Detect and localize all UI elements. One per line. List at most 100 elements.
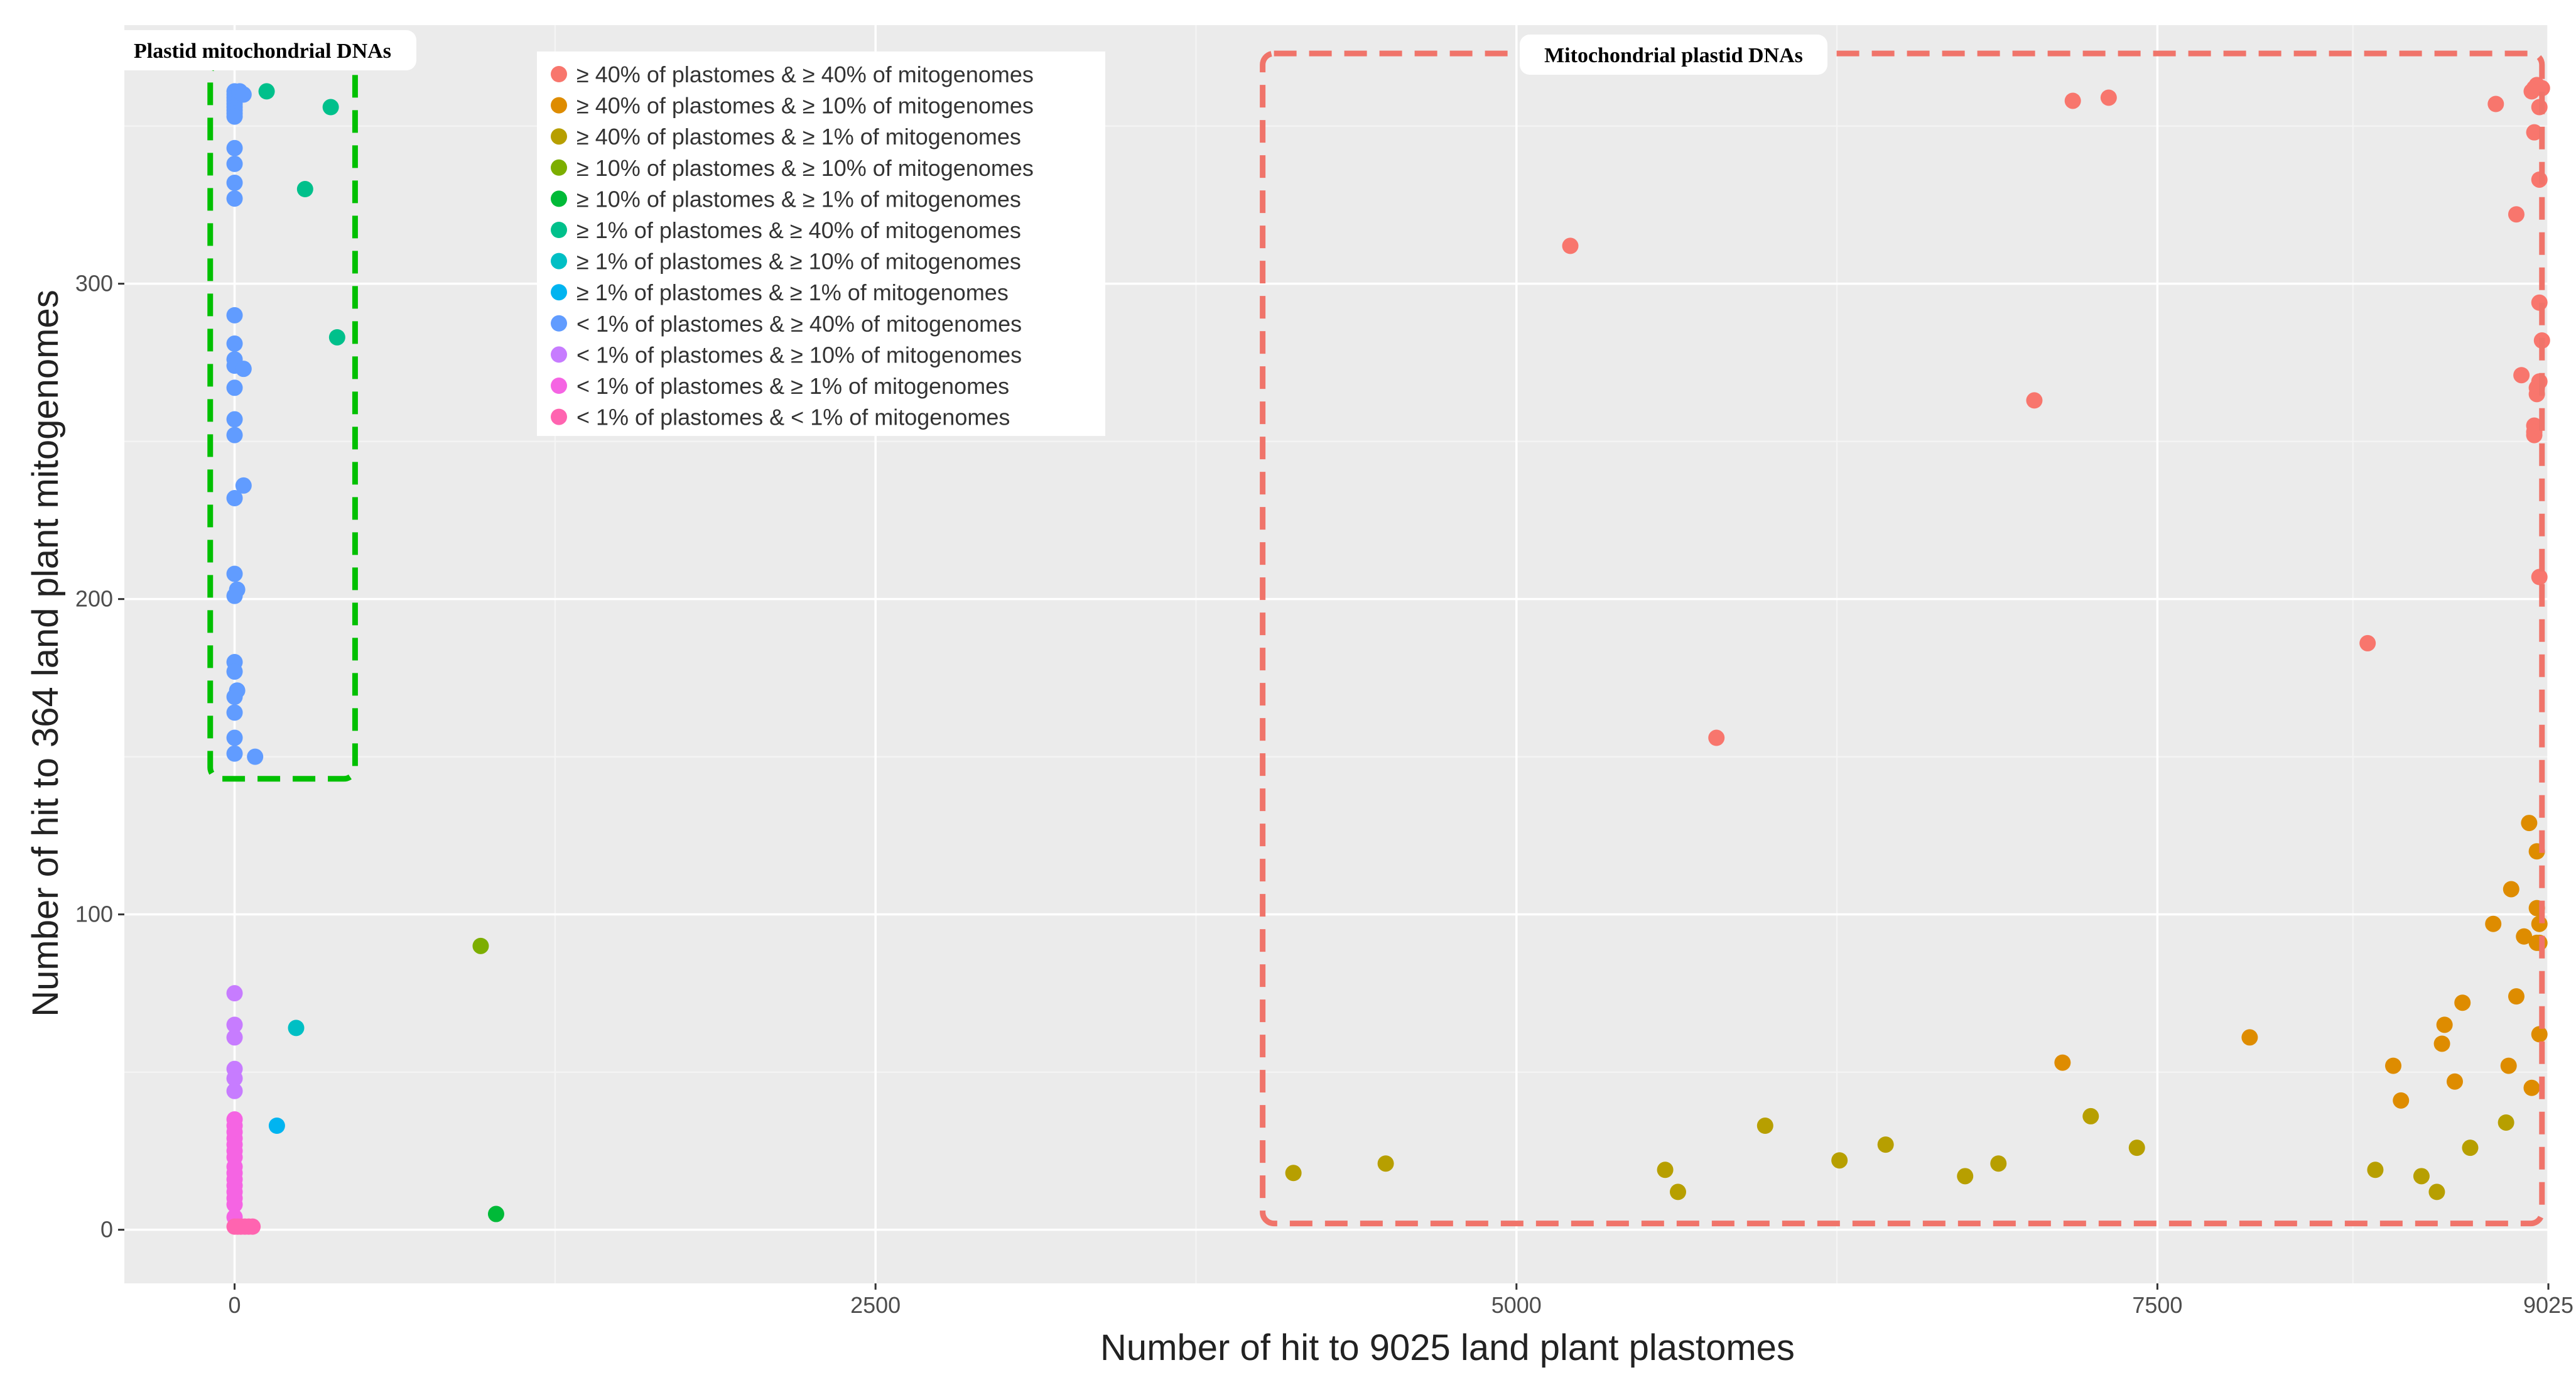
data-point bbox=[1708, 729, 1725, 746]
box-label: Mitochondrial plastid DNAs bbox=[1544, 44, 1803, 67]
legend-key bbox=[551, 408, 567, 425]
data-point bbox=[2413, 1168, 2430, 1185]
dashed-box bbox=[207, 60, 358, 782]
legend-label: ≥ 40% of plastomes & ≥ 40% of mitogenome… bbox=[576, 62, 1034, 87]
x-tick-label: 5000 bbox=[1491, 1292, 1542, 1318]
data-point bbox=[226, 490, 243, 507]
legend-label: < 1% of plastomes & ≥ 1% of mitogenomes bbox=[576, 373, 1009, 399]
data-point bbox=[1957, 1168, 1974, 1185]
legend-key bbox=[551, 97, 567, 114]
data-point bbox=[2241, 1029, 2258, 1046]
data-point bbox=[226, 190, 243, 207]
legend-key bbox=[551, 222, 567, 238]
data-point bbox=[1990, 1155, 2007, 1172]
major-gridlines bbox=[124, 25, 2550, 1283]
data-point bbox=[235, 86, 252, 103]
y-axis-title: Number of hit to 364 land plant mitogeno… bbox=[25, 290, 66, 1016]
data-point bbox=[226, 745, 243, 762]
x-axis-ticks: 0 2500 5000 7500 9025 bbox=[229, 1283, 2573, 1318]
data-point bbox=[226, 1196, 243, 1213]
legend-label: < 1% of plastomes & ≥ 40% of mitogenomes bbox=[576, 311, 1022, 337]
data-point bbox=[226, 427, 243, 443]
legend-key bbox=[551, 284, 567, 301]
y-tick-label: 0 bbox=[100, 1217, 113, 1243]
data-point bbox=[226, 1016, 243, 1033]
data-point bbox=[2436, 1016, 2453, 1033]
data-point bbox=[2533, 80, 2550, 97]
data-point bbox=[2064, 92, 2081, 109]
y-tick-label: 200 bbox=[75, 586, 113, 612]
data-point bbox=[2523, 1079, 2540, 1096]
data-point bbox=[235, 477, 252, 494]
data-point bbox=[226, 729, 243, 746]
data-point bbox=[2508, 988, 2525, 1005]
data-point bbox=[226, 565, 243, 582]
dashed-box bbox=[1260, 50, 2545, 1227]
x-tick-label: 0 bbox=[229, 1292, 241, 1318]
legend-key bbox=[551, 159, 567, 176]
data-point bbox=[296, 181, 313, 198]
data-point bbox=[2385, 1057, 2402, 1074]
data-point bbox=[2500, 1057, 2517, 1074]
data-point bbox=[2393, 1092, 2410, 1109]
data-point bbox=[226, 307, 243, 324]
legend-label: < 1% of plastomes & < 1% of mitogenomes bbox=[576, 405, 1010, 430]
data-point bbox=[2446, 1073, 2463, 1090]
data-point bbox=[258, 83, 275, 100]
data-points bbox=[226, 77, 2550, 1235]
data-point bbox=[2487, 95, 2504, 112]
data-point bbox=[2521, 815, 2538, 832]
data-point bbox=[288, 1020, 305, 1036]
data-point bbox=[2462, 1140, 2479, 1156]
data-point bbox=[226, 175, 243, 192]
data-point bbox=[2359, 634, 2376, 651]
data-point bbox=[328, 329, 345, 346]
legend-key bbox=[551, 66, 567, 82]
data-point bbox=[2428, 1183, 2445, 1200]
data-point bbox=[2531, 1026, 2548, 1043]
data-point bbox=[1562, 237, 1579, 254]
data-point bbox=[226, 335, 243, 352]
data-point bbox=[2433, 1035, 2450, 1052]
x-axis-title: Number of hit to 9025 land plant plastom… bbox=[1100, 1327, 1795, 1368]
data-point bbox=[1657, 1162, 1674, 1178]
data-point bbox=[2526, 124, 2543, 141]
data-point bbox=[2100, 89, 2117, 106]
data-point bbox=[226, 985, 243, 1002]
legend: ≥ 40% of plastomes & ≥ 40% of mitogenome… bbox=[537, 52, 1105, 436]
box-label-background bbox=[1520, 35, 1827, 75]
legend-key bbox=[551, 128, 567, 145]
data-point bbox=[2503, 881, 2519, 898]
legend-key bbox=[551, 253, 567, 269]
x-tick-label: 9025 bbox=[2523, 1292, 2573, 1318]
data-point bbox=[226, 108, 243, 125]
data-point bbox=[487, 1205, 504, 1222]
data-point bbox=[2128, 1140, 2145, 1156]
data-point bbox=[226, 704, 243, 721]
data-point bbox=[2082, 1107, 2099, 1124]
legend-label: ≥ 10% of plastomes & ≥ 1% of mitogenomes bbox=[576, 186, 1021, 212]
data-point bbox=[2531, 569, 2548, 585]
data-point bbox=[1831, 1152, 1848, 1169]
annotation-boxes: Plastid mitochondrial DNAs Mitochondrial … bbox=[109, 30, 2545, 1227]
data-point bbox=[2498, 1114, 2514, 1131]
legend-key bbox=[551, 315, 567, 332]
data-point bbox=[226, 155, 243, 172]
data-point bbox=[226, 379, 243, 396]
box-label-background bbox=[109, 30, 416, 70]
legend-key bbox=[551, 190, 567, 207]
data-point bbox=[226, 1070, 243, 1087]
data-point bbox=[1669, 1183, 1686, 1200]
data-point bbox=[2026, 392, 2043, 409]
legend-label: ≥ 1% of plastomes & ≥ 40% of mitogenomes bbox=[576, 217, 1021, 243]
legend-label: ≥ 1% of plastomes & ≥ 10% of mitogenomes bbox=[576, 249, 1021, 275]
data-point bbox=[244, 1218, 261, 1235]
y-axis-ticks: 0 100 200 300 bbox=[75, 271, 124, 1243]
y-tick-label: 100 bbox=[75, 901, 113, 927]
plot-panel bbox=[124, 25, 2548, 1283]
data-point bbox=[2054, 1054, 2071, 1071]
data-point bbox=[1877, 1136, 1894, 1153]
data-point bbox=[2485, 915, 2502, 932]
data-point bbox=[2513, 367, 2530, 384]
minor-gridlines bbox=[124, 25, 2548, 1283]
